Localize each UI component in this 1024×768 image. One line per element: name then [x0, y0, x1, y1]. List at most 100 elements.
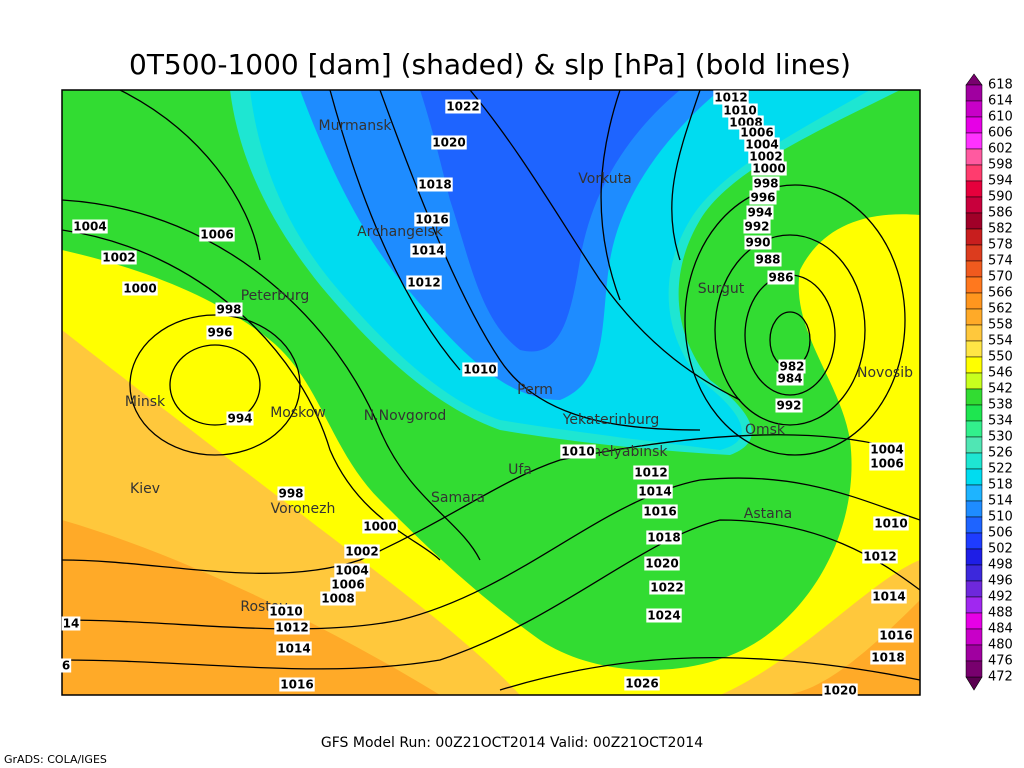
isobar-label: 992: [776, 399, 801, 413]
colorbar-tick-label: 614: [988, 94, 1013, 109]
colorbar-tick-label: 514: [988, 494, 1013, 509]
colorbar-tick-label: 582: [988, 222, 1013, 237]
isobar-label-box: [560, 444, 596, 459]
city-label: Samara: [431, 490, 485, 506]
colorbar-tick-label: 558: [988, 318, 1013, 333]
colorbar-tick-label: 502: [988, 542, 1013, 557]
colorbar-tick-label: 566: [988, 286, 1013, 301]
colorbar-tick-label: 574: [988, 254, 1013, 269]
title: 0T500-1000 [dam] (shaded) & slp [hPa] (b…: [129, 48, 851, 81]
colorbar-segment: [965, 148, 983, 166]
colorbar-segment: [965, 420, 983, 438]
colorbar-segment: [965, 372, 983, 390]
map-frame: [61, 89, 921, 696]
isobar-label: 1026: [625, 677, 658, 691]
city-label: Archangelsk: [357, 224, 444, 240]
colorbar-segment: [965, 484, 983, 502]
isobar-label-box: [644, 556, 680, 571]
colorbar-tick-label: 554: [988, 334, 1013, 349]
isobar-label-box: [268, 604, 304, 619]
colorbar-tick-label: 496: [988, 574, 1013, 589]
isobar-label: 1000: [363, 520, 396, 534]
colorbar-segment: [965, 180, 983, 198]
isobar-label-box: [633, 465, 669, 480]
isobar-label: 1010: [463, 363, 496, 377]
colorbar-segment: [965, 308, 983, 326]
isobar-label: 1014: [411, 244, 444, 258]
colorbar-segment: [965, 276, 983, 294]
colorbar-segment: [965, 564, 983, 582]
isobar-label-box: [878, 628, 914, 643]
isobar-label: 1006: [200, 228, 233, 242]
city-label: Ufa: [508, 462, 532, 478]
isobar-label: 982: [779, 360, 804, 374]
colorbar-segment: [965, 196, 983, 214]
colorbar-segment: [965, 548, 983, 566]
isobar-label-box: [646, 530, 682, 545]
colorbar-segment: [965, 100, 983, 118]
isobar-label-box: [414, 212, 450, 227]
isobar-label: 1010: [723, 104, 756, 118]
colorbar-tick-label: 542: [988, 382, 1013, 397]
isobar-label: 1014: [872, 590, 905, 604]
isobar-label: 998: [216, 303, 241, 317]
model-run: GFS Model Run: 00Z21OCT2014 Valid: 00Z21…: [321, 735, 703, 751]
isobar-label-box: [199, 227, 235, 242]
colorbar-tick-label: 586: [988, 206, 1013, 221]
colorbar-tick-label: 618: [988, 78, 1013, 93]
colorbar-tick-label: 570: [988, 270, 1013, 285]
colorbar-tick-label: 518: [988, 478, 1013, 493]
isobar-label: 1006: [331, 578, 364, 592]
isobar-label: 1004: [870, 443, 903, 457]
isobar-label-box: [431, 135, 467, 150]
isobar-label-box: [276, 641, 312, 656]
city-label: Voronezh: [271, 501, 336, 517]
isobar-label: 1020: [432, 136, 465, 150]
isobar-label: 1010: [561, 445, 594, 459]
isobar-label-box: [642, 504, 678, 519]
city-label: Kiev: [130, 481, 160, 497]
city-label: Yekaterinburg: [562, 412, 660, 428]
isobar-label: 996: [207, 326, 232, 340]
isobar-label-box: [637, 484, 673, 499]
colorbar-tick-label: 598: [988, 158, 1013, 173]
colorbar-segment: [965, 164, 983, 182]
isobar-label: 998: [753, 177, 778, 191]
colorbar-segment: [965, 644, 983, 662]
isobar-label-box: [60, 658, 72, 673]
isobar-label: 994: [227, 412, 252, 426]
isobar-label: 1022: [650, 581, 683, 595]
isobar-label: 1004: [745, 138, 778, 152]
isobar-label: 1002: [749, 150, 782, 164]
isobar-label: 1016: [280, 678, 313, 692]
colorbar-tick-label: 530: [988, 430, 1013, 445]
isobar-label-box: [445, 99, 481, 114]
isobar-label-box: [746, 205, 774, 220]
colorbar-segment: [965, 260, 983, 278]
isobar-label-box: [122, 281, 158, 296]
colorbar: 6186146106066025985945905865825785745705…: [965, 73, 1013, 691]
isobar-label: 996: [750, 191, 775, 205]
shaded-field: [62, 90, 920, 695]
isobar-label: 1014: [277, 642, 310, 656]
colorbar-segment: [965, 580, 983, 598]
isobar-label-box: [320, 591, 356, 606]
colorbar-segment: [965, 452, 983, 470]
isobar-label: 1004: [73, 220, 106, 234]
isobar-label-box: [752, 176, 780, 191]
isobar-label-box: [61, 616, 81, 631]
city-label: Peterburg: [241, 288, 310, 304]
city-label: N.Novgorod: [364, 408, 447, 424]
isobar-label: 986: [768, 271, 793, 285]
isobar-label-box: [101, 250, 137, 265]
isobar-label-box: [330, 577, 366, 592]
isobar-label: 1010: [269, 605, 302, 619]
isobar-label-box: [279, 677, 315, 692]
isobar-label: 1012: [714, 91, 747, 105]
isobar-label-box: [873, 516, 909, 531]
credit: GrADS: COLA/IGES: [4, 753, 107, 766]
isobar-label-box: [226, 411, 254, 426]
isobar-label: 1000: [752, 162, 785, 176]
isobar-label: 1012: [863, 550, 896, 564]
